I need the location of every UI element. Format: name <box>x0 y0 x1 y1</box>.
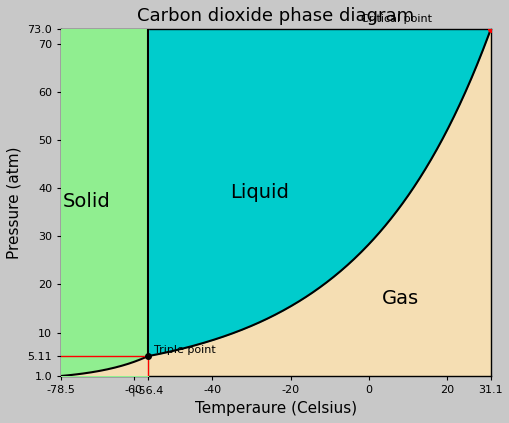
Y-axis label: Pressure (atm): Pressure (atm) <box>7 146 22 259</box>
Polygon shape <box>61 356 148 376</box>
Text: Gas: Gas <box>381 289 418 308</box>
X-axis label: Temperaure (Celsius): Temperaure (Celsius) <box>194 401 356 416</box>
Title: Carbon dioxide phase diagram: Carbon dioxide phase diagram <box>137 7 414 25</box>
Polygon shape <box>148 29 490 356</box>
Text: Critical point: Critical point <box>360 14 431 24</box>
Text: Solid: Solid <box>63 192 110 212</box>
Text: Liquid: Liquid <box>229 183 288 202</box>
Text: Triple point: Triple point <box>153 345 215 355</box>
